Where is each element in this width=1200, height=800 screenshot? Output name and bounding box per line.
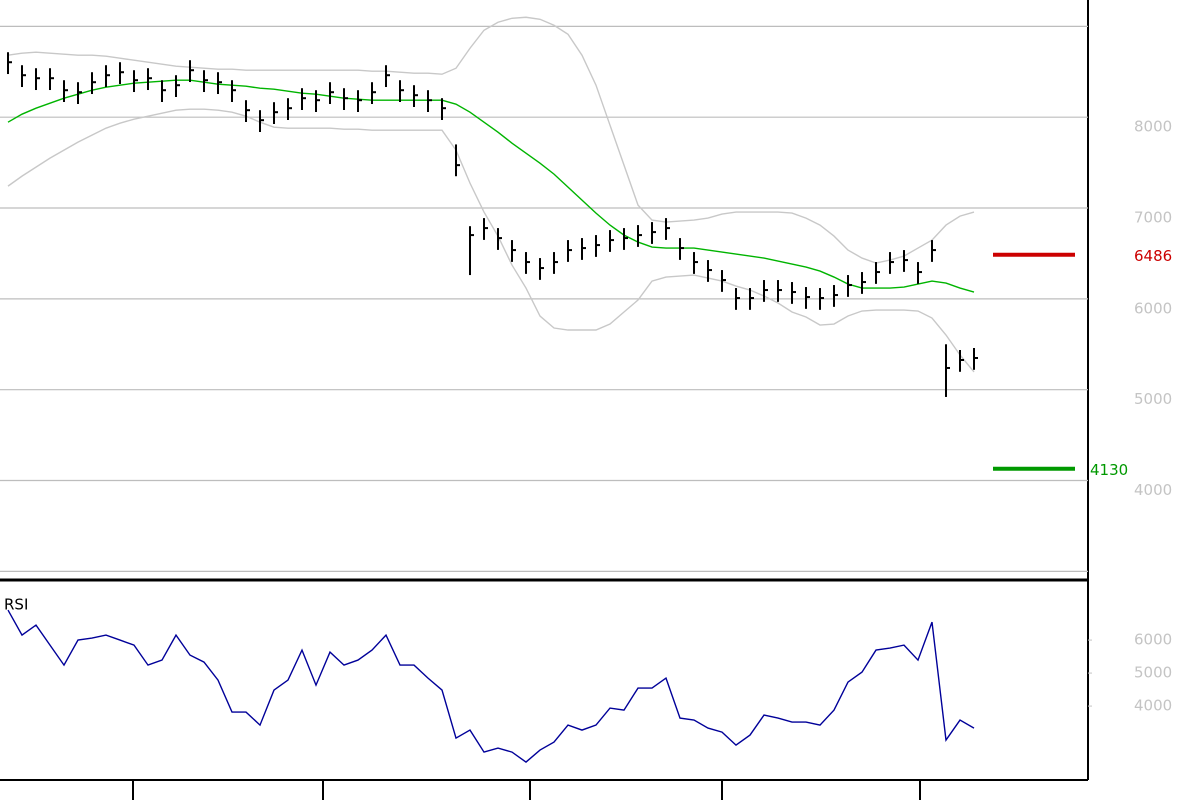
y-tick-label: 6000 xyxy=(1134,631,1172,649)
y-tick-label: 8000 xyxy=(1134,118,1172,136)
x-ticks xyxy=(132,780,921,800)
y-tick-label: 4000 xyxy=(1134,481,1172,499)
overlay-line xyxy=(7,16,975,264)
rsi-label: RSI xyxy=(4,596,28,614)
y-tick-label: 7000 xyxy=(1134,209,1172,227)
level-label: 6486 xyxy=(1134,247,1172,265)
y-tick-label: 5000 xyxy=(1134,664,1172,682)
y-tick-label: 6000 xyxy=(1134,299,1172,317)
rsi-line xyxy=(7,609,975,763)
y-tick-label: 4000 xyxy=(1134,697,1172,715)
y-tick-label: 5000 xyxy=(1134,390,1172,408)
overlay-line xyxy=(7,79,975,293)
overlay-line xyxy=(7,108,975,373)
level-label: 4130 xyxy=(1090,461,1128,479)
